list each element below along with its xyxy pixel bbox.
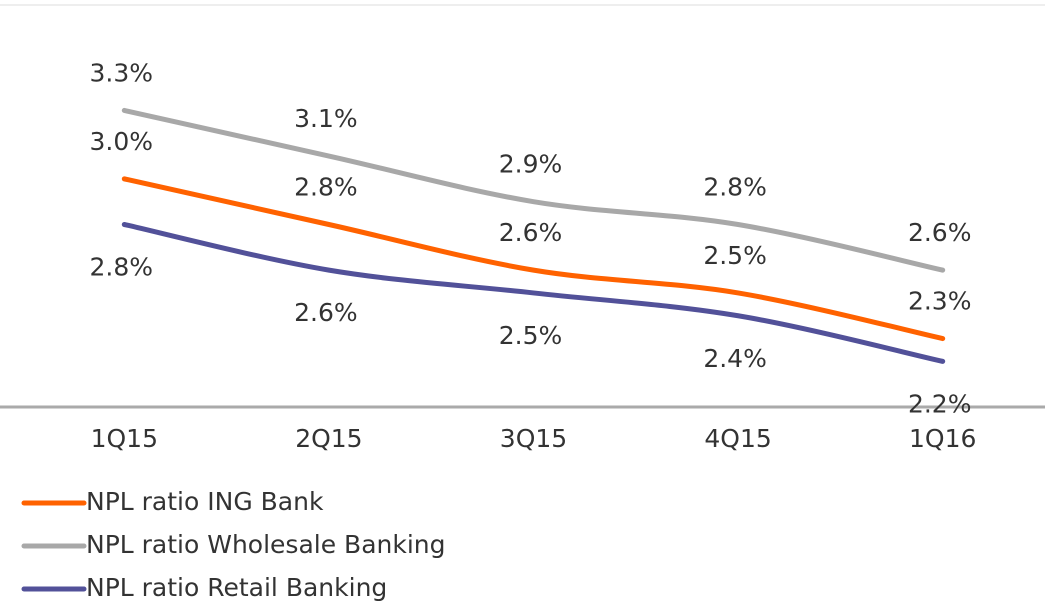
x-tick-label: 1Q15 (91, 424, 158, 453)
data-label: 3.1% (294, 104, 358, 133)
data-label: 2.4% (703, 344, 767, 373)
x-tick-label: 4Q15 (704, 424, 771, 453)
series-line (121, 222, 946, 364)
data-label: 2.6% (908, 218, 972, 247)
data-label: 2.9% (499, 150, 563, 179)
x-tick-label: 2Q15 (295, 424, 362, 453)
data-label: 2.8% (294, 173, 358, 202)
series-line (121, 176, 946, 342)
legend-label: NPL ratio ING Bank (86, 487, 324, 516)
data-label: 2.6% (294, 298, 358, 327)
data-label: 2.2% (908, 389, 972, 418)
data-label: 2.6% (499, 218, 563, 247)
data-label: 2.3% (908, 287, 972, 316)
data-label: 2.5% (499, 321, 563, 350)
data-label: 2.5% (703, 241, 767, 270)
legend-label: NPL ratio Retail Banking (86, 573, 387, 602)
data-label: 2.8% (90, 253, 154, 282)
data-label: 2.8% (703, 173, 767, 202)
data-label: 3.0% (90, 127, 154, 156)
legend-label: NPL ratio Wholesale Banking (86, 530, 446, 559)
data-label: 3.3% (90, 58, 154, 87)
series-line (121, 107, 946, 273)
x-tick-label: 3Q15 (500, 424, 567, 453)
x-tick-label: 1Q16 (909, 424, 976, 453)
